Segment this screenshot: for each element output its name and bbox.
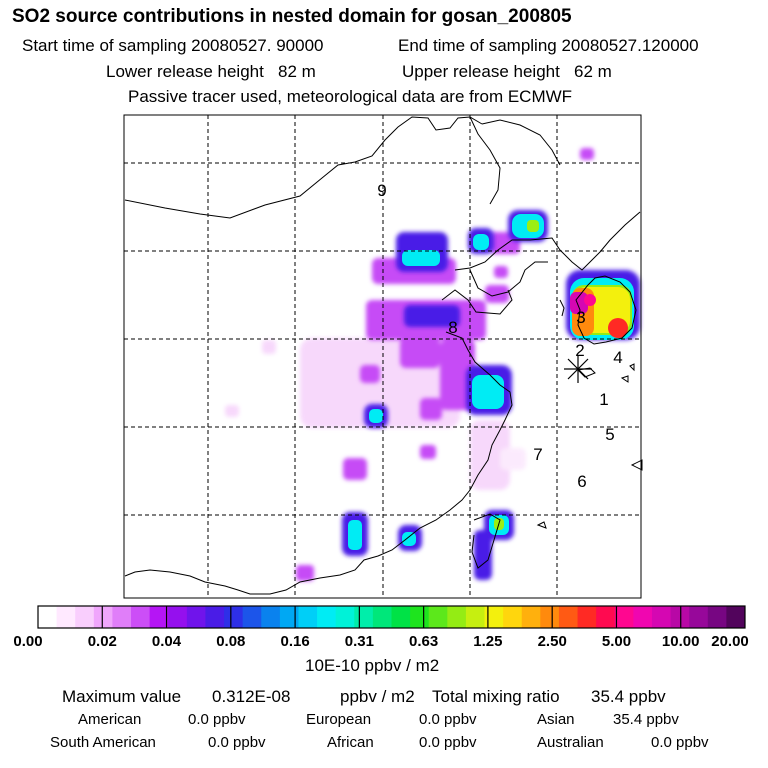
- region-value: 0.0 ppbv: [651, 734, 709, 751]
- colorbar-cell: [447, 606, 467, 628]
- colorbar-tick-label: 0.08: [216, 633, 246, 650]
- colorbar-frame: [37, 605, 746, 629]
- colorbar-cell: [131, 606, 151, 628]
- region-label: 6: [577, 472, 586, 491]
- total-mixing-ratio-value: 35.4 ppbv: [591, 687, 666, 706]
- colorbar-cell: [503, 606, 523, 628]
- region-value: 0.0 ppbv: [188, 711, 246, 728]
- colorbar-cell: [484, 606, 504, 628]
- colorbar-units: 10E-10 ppbv / m2: [305, 656, 440, 675]
- colorbar-cell: [465, 606, 486, 628]
- colorbar-cell: [317, 606, 337, 628]
- colorbar-tick-label: 0.02: [87, 633, 117, 650]
- colorbar-cell: [540, 606, 560, 628]
- colorbar-cell: [261, 606, 281, 628]
- tracer-note: Passive tracer used, meteorological data…: [128, 87, 573, 106]
- max-value-units: ppbv / m2: [340, 687, 415, 706]
- upper-release-height: Upper release height 62 m: [402, 62, 612, 81]
- colorbar-tick-label: 20.00: [711, 633, 749, 650]
- colorbar-cell: [112, 606, 132, 628]
- region-label: 4: [613, 348, 622, 367]
- colorbar-cell: [298, 606, 318, 628]
- colorbar-tick-label: 2.50: [537, 633, 567, 650]
- colorbar-cell: [614, 606, 634, 628]
- core-green-areas: [494, 220, 539, 530]
- colorbar-cell: [428, 606, 448, 628]
- colorbar: [38, 606, 746, 628]
- colorbar-cell: [149, 606, 169, 628]
- region-label: 5: [605, 425, 614, 444]
- region-value: 0.0 ppbv: [419, 734, 477, 751]
- colorbar-cell: [224, 606, 244, 628]
- region-label: 1: [599, 390, 608, 409]
- colorbar-cell: [410, 606, 430, 628]
- colorbar-cell: [633, 606, 653, 628]
- region-name: Asian: [537, 711, 575, 728]
- region-label: 2: [575, 341, 584, 360]
- colorbar-cell: [75, 606, 95, 628]
- colorbar-cell: [38, 606, 58, 628]
- sampling-end: End time of sampling 20080527.120000: [398, 36, 699, 55]
- max-value: 0.312E-08: [212, 687, 291, 706]
- map-frame: [123, 114, 642, 599]
- colorbar-cell: [596, 606, 616, 628]
- colorbar-cell: [354, 606, 374, 628]
- colorbar-cell: [651, 606, 672, 628]
- map-gridlines: [124, 115, 641, 598]
- coastlines: [124, 116, 643, 595]
- lower-release-height: Lower release height 82 m: [106, 62, 316, 81]
- max-value-label: Maximum value: [62, 687, 182, 706]
- colorbar-cell: [689, 606, 709, 628]
- korea-hotspot: [570, 278, 634, 340]
- colorbar-cell: [372, 606, 392, 628]
- region-name: South American: [50, 734, 156, 751]
- region-label: 9: [377, 181, 386, 200]
- colorbar-cell: [391, 606, 411, 628]
- colorbar-cell: [56, 606, 76, 628]
- region-label: 3: [576, 308, 585, 327]
- map-panel: 1 2 3 4 5 6 7 8 9: [123, 114, 643, 599]
- colorbar-cell: [242, 606, 262, 628]
- region-name: American: [78, 711, 142, 728]
- colorbar-cell: [205, 606, 225, 628]
- receptor-asterisk-icon: [564, 355, 592, 383]
- chart-title: SO2 source contributions in nested domai…: [12, 6, 572, 27]
- sampling-start: Start time of sampling 20080527. 90000: [22, 36, 324, 55]
- colorbar-tick-label: 0.04: [151, 633, 182, 650]
- colorbar-tick-label: 10.00: [661, 633, 700, 650]
- colorbar-cell: [726, 606, 746, 628]
- colorbar-tick-label: 5.00: [601, 633, 632, 650]
- colorbar-cell: [521, 606, 541, 628]
- colorbar-cell: [93, 606, 113, 628]
- region-label: 7: [533, 445, 542, 464]
- colorbar-tick-label: 1.25: [473, 633, 503, 650]
- region-name: European: [306, 711, 372, 728]
- region-value: 0.0 ppbv: [419, 711, 477, 728]
- region-label: 8: [448, 318, 457, 337]
- region-value: 35.4 ppbv: [613, 711, 679, 728]
- colorbar-dividers: [101, 606, 682, 628]
- colorbar-cell: [558, 606, 579, 628]
- colorbar-cell: [335, 606, 355, 628]
- colorbar-tick-label: 0.31: [344, 633, 374, 650]
- colorbar-cell: [577, 606, 597, 628]
- region-name: Australian: [537, 734, 604, 751]
- region-value: 0.0 ppbv: [208, 734, 266, 751]
- colorbar-tick-label: 0.00: [13, 633, 43, 650]
- region-name: African: [327, 734, 374, 751]
- colorbar-cell: [279, 606, 299, 628]
- colorbar-cell: [168, 606, 188, 628]
- colorbar-tick-label: 0.63: [408, 633, 439, 650]
- colorbar-cell: [707, 606, 727, 628]
- colorbar-cell: [186, 606, 206, 628]
- colorbar-tick-label: 0.16: [280, 633, 310, 650]
- total-mixing-ratio-label: Total mixing ratio: [432, 687, 560, 706]
